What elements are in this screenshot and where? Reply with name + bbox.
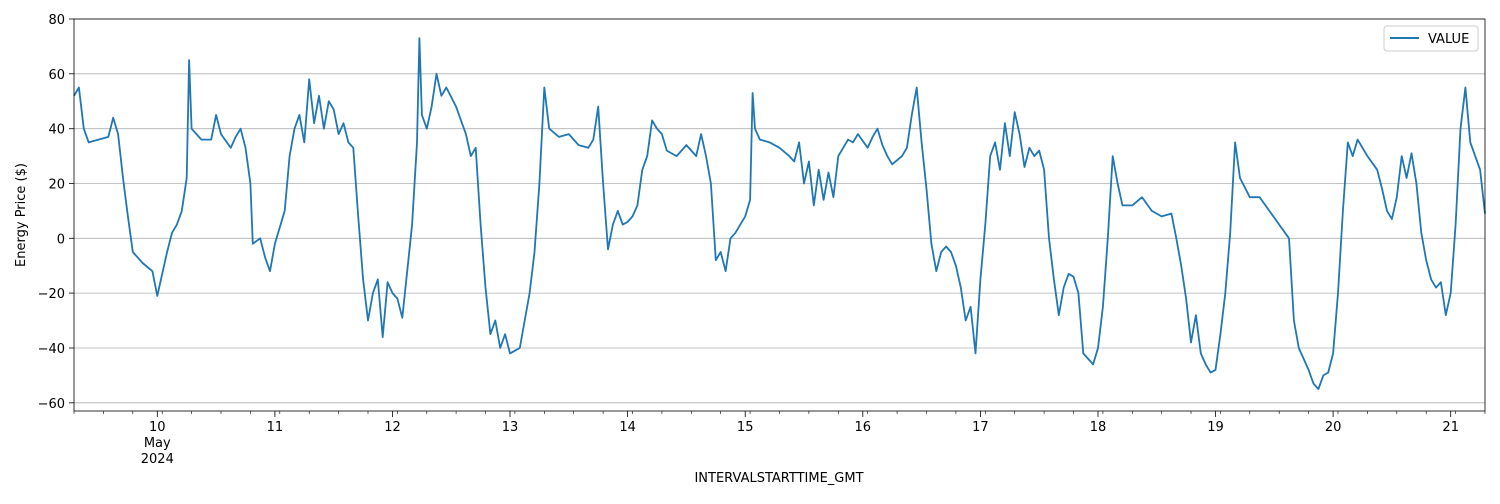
x-tick-label: 16 — [855, 420, 872, 435]
x-tick-label: 12 — [384, 420, 401, 435]
y-tick-label: −40 — [38, 342, 65, 357]
legend-label: VALUE — [1428, 32, 1469, 47]
x-tick-label: 10 — [149, 420, 166, 435]
x-tick-label: 18 — [1090, 420, 1107, 435]
x-tick-sublabel: 2024 — [141, 452, 174, 467]
series-line-value — [73, 37, 1486, 390]
x-tick-label: 21 — [1442, 420, 1459, 435]
y-tick-label: 20 — [48, 178, 65, 193]
legend-box — [1383, 25, 1479, 52]
y-tick-label: −60 — [38, 397, 65, 412]
x-tick-label: 14 — [619, 420, 636, 435]
y-tick-label: 80 — [48, 13, 65, 28]
x-tick-label: 20 — [1325, 420, 1342, 435]
x-tick-label: 13 — [502, 420, 519, 435]
y-tick-label: 0 — [57, 232, 65, 247]
series-layer — [73, 37, 1486, 390]
legend: VALUE — [1383, 25, 1479, 52]
y-tick-label: 60 — [48, 68, 65, 83]
y-tick-label: −20 — [38, 287, 65, 302]
grid-layer — [74, 18, 1485, 404]
y-axis-title: Energy Price ($) — [14, 163, 29, 267]
x-tick-label: 11 — [267, 420, 284, 435]
y-axis: −60 −40 −20 0 20 40 60 80 — [38, 13, 74, 412]
x-tick-label: 15 — [737, 420, 754, 435]
x-tick-sublabel: May — [144, 436, 171, 451]
x-tick-label: 17 — [972, 420, 989, 435]
y-tick-label: 40 — [48, 123, 65, 138]
x-tick-label: 19 — [1207, 420, 1224, 435]
x-axis-title: INTERVALSTARTTIME_GMT — [694, 471, 863, 486]
